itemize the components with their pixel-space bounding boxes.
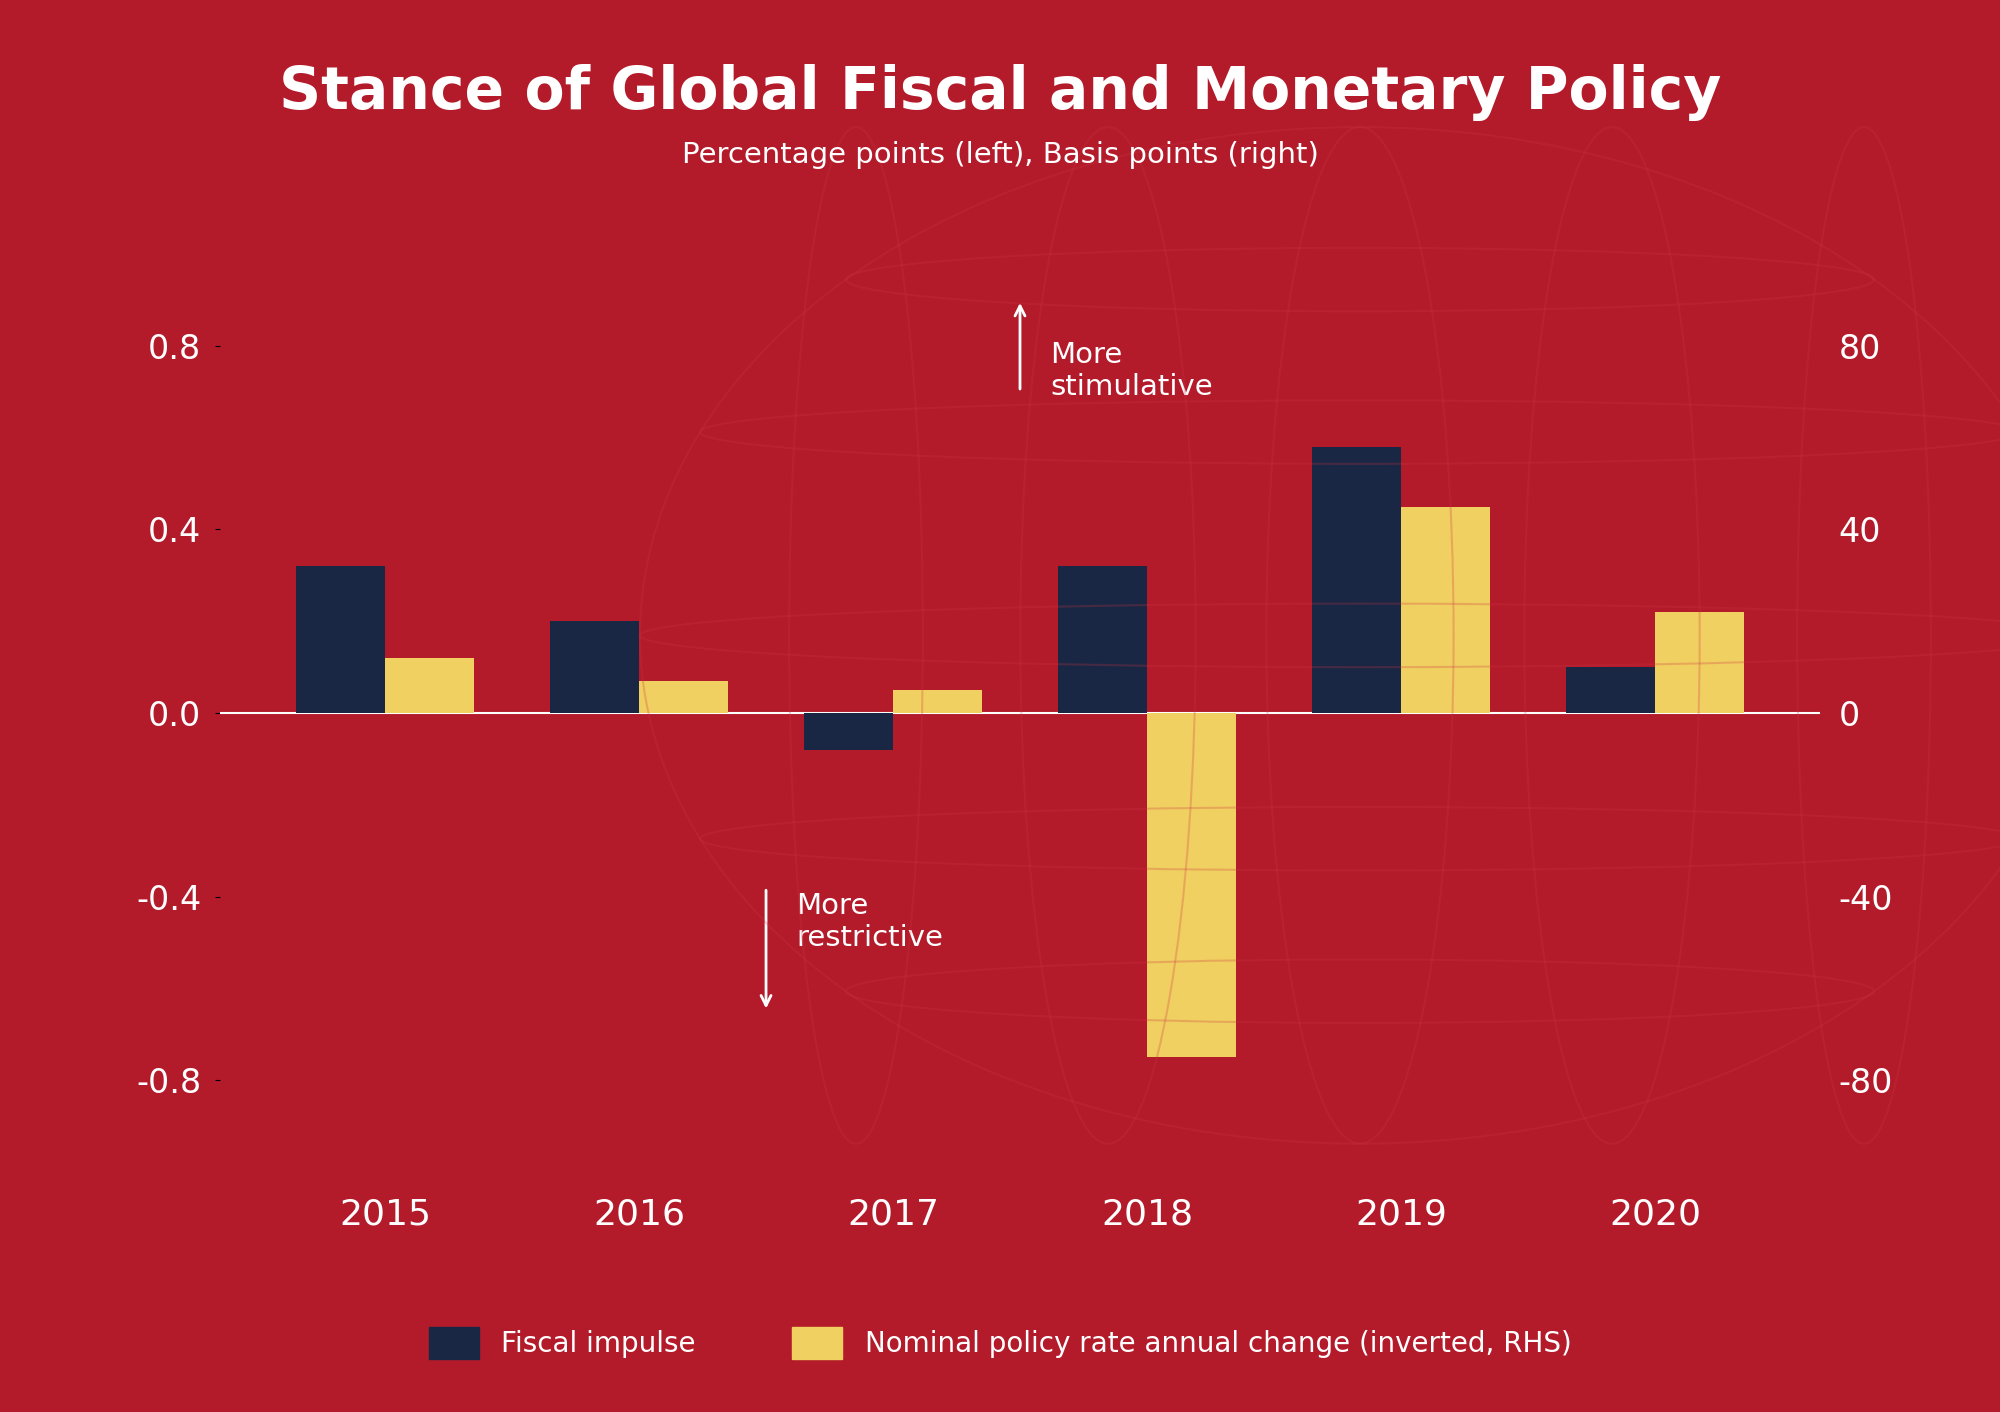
Bar bbox=[894, 690, 982, 713]
Text: More
restrictive: More restrictive bbox=[796, 891, 944, 952]
Bar bbox=[804, 713, 894, 750]
Bar bbox=[1312, 446, 1400, 713]
Text: Percentage points (left), Basis points (right): Percentage points (left), Basis points (… bbox=[682, 141, 1318, 169]
Bar bbox=[1400, 507, 1490, 713]
Bar bbox=[1058, 566, 1146, 713]
Text: More
stimulative: More stimulative bbox=[1050, 340, 1214, 401]
Bar bbox=[550, 621, 640, 713]
Text: Stance of Global Fiscal and Monetary Policy: Stance of Global Fiscal and Monetary Pol… bbox=[278, 64, 1722, 120]
Bar bbox=[1566, 666, 1654, 713]
Bar bbox=[640, 681, 728, 713]
Bar bbox=[296, 566, 386, 713]
Bar bbox=[386, 658, 474, 713]
Bar bbox=[1654, 611, 1744, 713]
Bar bbox=[1146, 713, 1236, 1058]
Legend: Fiscal impulse, Nominal policy rate annual change (inverted, RHS): Fiscal impulse, Nominal policy rate annu… bbox=[418, 1316, 1582, 1370]
